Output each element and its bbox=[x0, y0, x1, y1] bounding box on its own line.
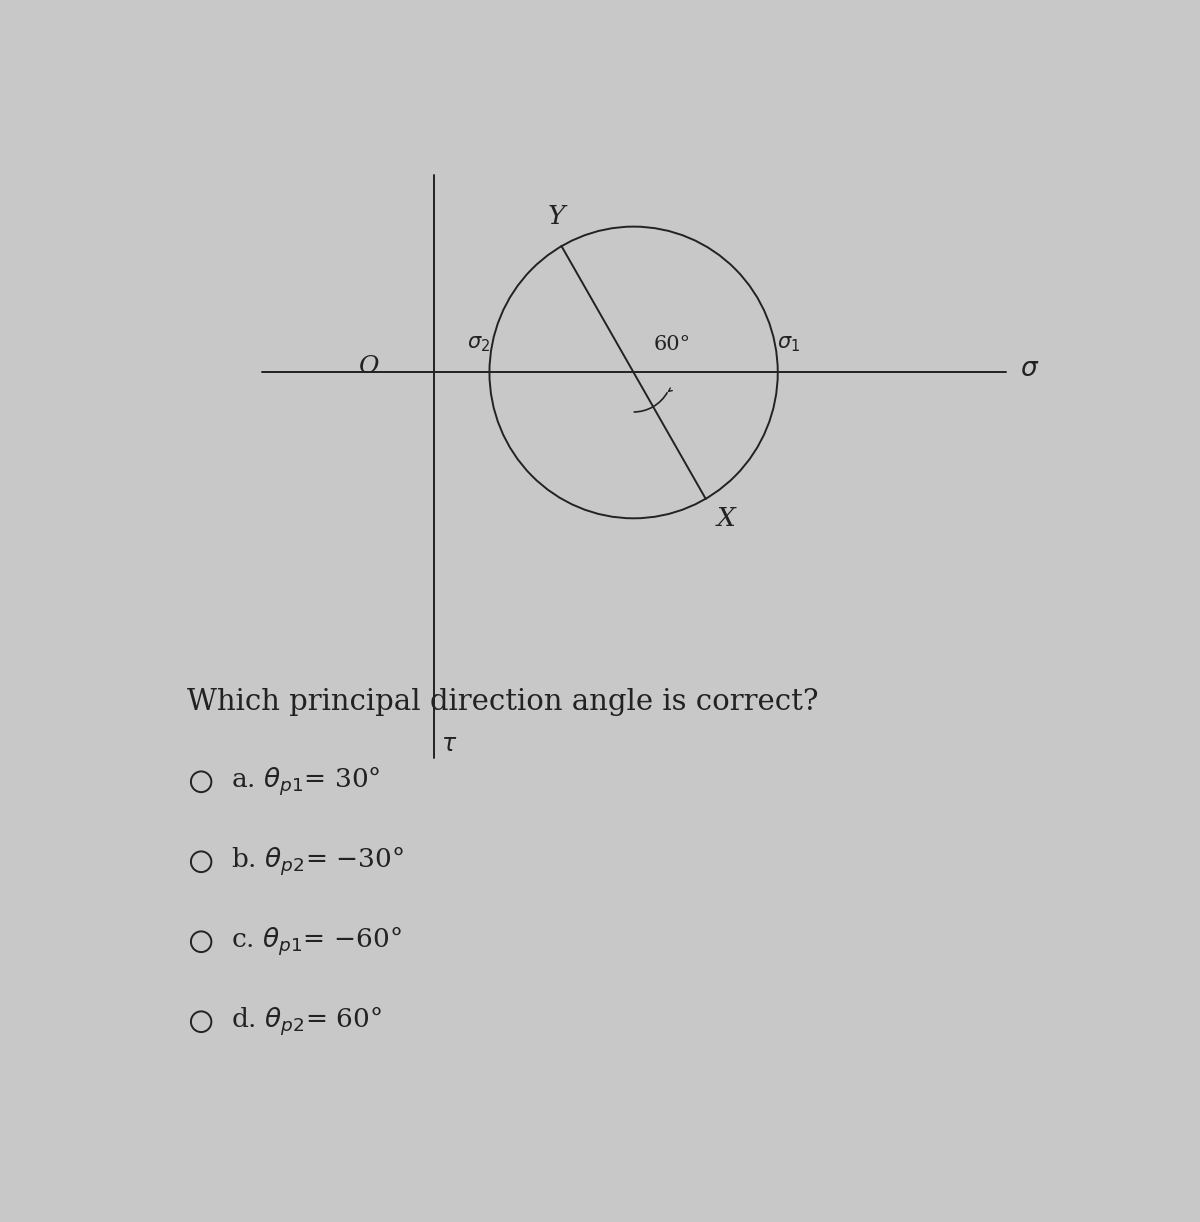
Text: b. $\theta_{p2}$= $-$30°: b. $\theta_{p2}$= $-$30° bbox=[230, 846, 403, 879]
Text: Y: Y bbox=[548, 204, 565, 230]
Text: $\sigma_1$: $\sigma_1$ bbox=[778, 334, 800, 353]
Text: O: O bbox=[359, 356, 379, 379]
Text: a. $\theta_{p1}$= 30°: a. $\theta_{p1}$= 30° bbox=[230, 765, 380, 798]
Text: c. $\theta_{p1}$= $-$60°: c. $\theta_{p1}$= $-$60° bbox=[230, 925, 402, 958]
Text: Which principal direction angle is correct?: Which principal direction angle is corre… bbox=[187, 688, 818, 716]
Text: X: X bbox=[716, 506, 736, 532]
Text: 60°: 60° bbox=[654, 335, 691, 353]
Text: $\sigma_2$: $\sigma_2$ bbox=[467, 334, 490, 353]
Text: $\tau$: $\tau$ bbox=[442, 733, 457, 755]
Text: d. $\theta_{p2}$= 60°: d. $\theta_{p2}$= 60° bbox=[230, 1004, 382, 1039]
Text: $\sigma$: $\sigma$ bbox=[1020, 356, 1039, 381]
